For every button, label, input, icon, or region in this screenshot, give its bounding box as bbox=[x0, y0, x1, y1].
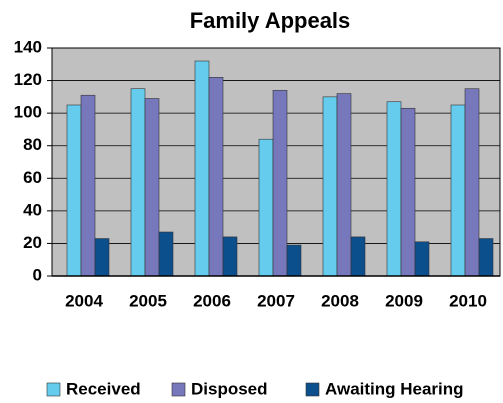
legend-label: Disposed bbox=[191, 379, 268, 398]
bar bbox=[336, 93, 352, 277]
x-tick-label: 2009 bbox=[385, 291, 423, 310]
bar bbox=[222, 236, 238, 277]
y-tick-label: 120 bbox=[14, 70, 42, 89]
bar bbox=[272, 90, 288, 277]
x-tick-label: 2007 bbox=[257, 291, 295, 310]
x-tick-label: 2010 bbox=[449, 291, 487, 310]
legend-label: Awaiting Hearing bbox=[325, 379, 464, 398]
y-tick-label: 100 bbox=[14, 103, 42, 122]
bar bbox=[386, 101, 402, 277]
bar bbox=[258, 138, 274, 277]
x-tick-label: 2008 bbox=[321, 291, 359, 310]
legend-swatch bbox=[46, 382, 61, 397]
legend-swatch bbox=[171, 382, 186, 397]
y-tick-label: 80 bbox=[23, 135, 42, 154]
bar bbox=[350, 236, 366, 277]
bar bbox=[208, 77, 224, 277]
y-tick-label: 20 bbox=[23, 233, 42, 252]
bar bbox=[450, 104, 466, 277]
legend-swatch bbox=[305, 382, 320, 397]
x-tick-label: 2004 bbox=[65, 291, 103, 310]
y-tick-label: 40 bbox=[23, 200, 42, 219]
y-tick-label: 0 bbox=[33, 265, 42, 284]
bar bbox=[478, 238, 494, 277]
bar bbox=[94, 238, 110, 277]
bar bbox=[194, 60, 210, 277]
bar bbox=[158, 231, 174, 277]
y-tick-label: 140 bbox=[14, 37, 42, 56]
bar bbox=[66, 104, 82, 277]
x-tick-label: 2006 bbox=[193, 291, 231, 310]
bar bbox=[322, 96, 338, 277]
bar bbox=[464, 88, 480, 277]
bar bbox=[130, 88, 146, 277]
bar bbox=[144, 98, 160, 277]
x-tick-label: 2005 bbox=[129, 291, 167, 310]
y-tick-label: 60 bbox=[23, 168, 42, 187]
bar bbox=[414, 241, 430, 277]
bar bbox=[400, 107, 416, 277]
bar bbox=[80, 94, 96, 277]
bar bbox=[286, 244, 302, 277]
legend-label: Received bbox=[66, 379, 141, 398]
chart-title: Family Appeals bbox=[190, 8, 351, 33]
